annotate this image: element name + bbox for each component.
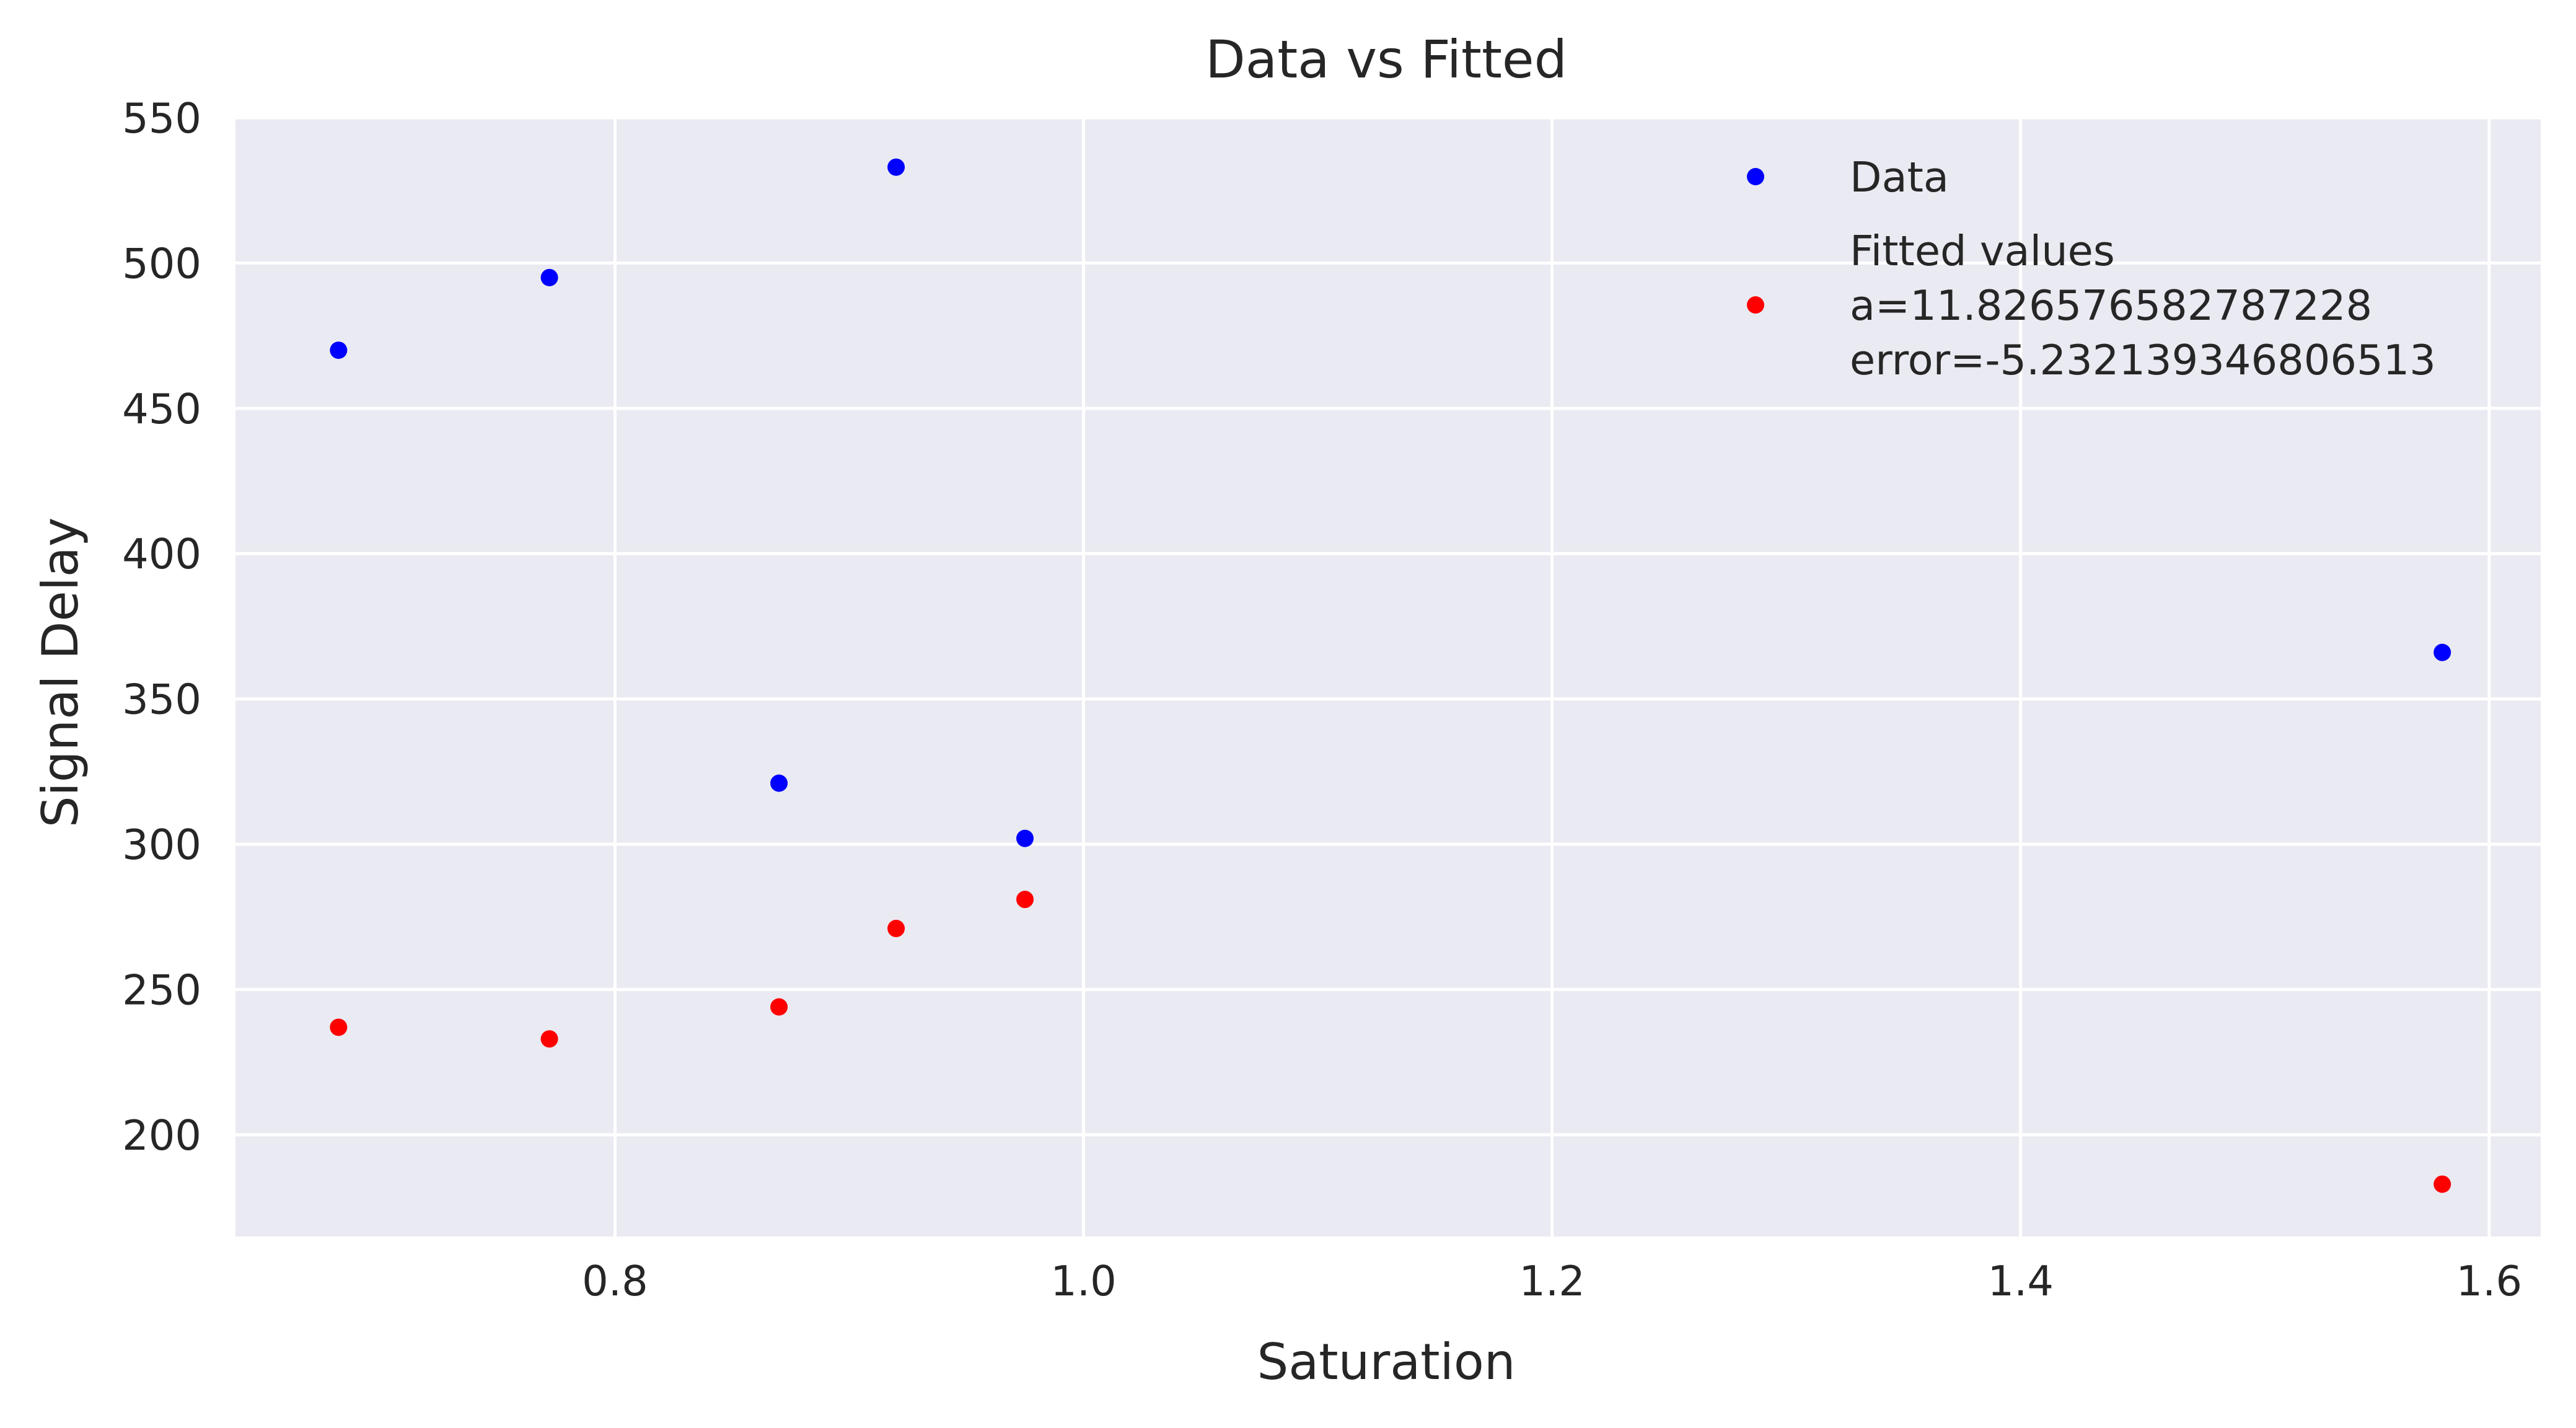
y-tick-label: 250 — [122, 966, 201, 1014]
y-tick-label: 400 — [122, 530, 201, 578]
data-point — [2433, 643, 2451, 661]
x-tick-label: 1.4 — [1987, 1257, 2054, 1305]
x-tick-label: 1.2 — [1519, 1257, 1585, 1305]
legend-label: Fitted values — [1850, 227, 2115, 275]
data-point — [540, 268, 558, 286]
y-axis-label: Signal Delay — [32, 518, 89, 828]
y-tick-label: 300 — [122, 821, 201, 869]
y-tick-label: 450 — [122, 385, 201, 433]
data-point — [770, 774, 788, 792]
y-tick-label: 500 — [122, 239, 201, 288]
data-points — [330, 158, 2451, 1193]
x-tick-label: 1.0 — [1050, 1257, 1117, 1305]
grid — [235, 116, 2541, 1236]
fitted-point — [540, 1030, 558, 1048]
data-point — [330, 342, 348, 359]
data-point — [1016, 829, 1034, 847]
x-axis-ticks: 0.8 1.0 1.2 1.4 1.6 — [582, 1257, 2522, 1305]
x-axis-label: Saturation — [1257, 1333, 1515, 1391]
fitted-point — [2433, 1175, 2451, 1193]
legend-label: error=-5.232139346806513 — [1850, 336, 2436, 384]
y-tick-label: 200 — [122, 1111, 201, 1160]
fitted-point — [770, 998, 788, 1016]
legend: Data Fitted values a=11.826576582787228 e… — [1747, 153, 2436, 384]
data-point — [887, 158, 905, 176]
plot-area — [235, 118, 2541, 1236]
x-tick-label: 0.8 — [582, 1257, 648, 1305]
legend-label: Data — [1850, 153, 1949, 201]
y-tick-label: 550 — [122, 94, 201, 143]
y-tick-label: 350 — [122, 676, 201, 724]
legend-marker — [1747, 168, 1764, 185]
chart-title: Data vs Fitted — [1205, 29, 1567, 90]
fitted-point — [887, 920, 905, 938]
legend-marker — [1747, 296, 1764, 314]
x-tick-label: 1.6 — [2456, 1257, 2523, 1305]
fitted-point — [1016, 891, 1034, 909]
legend-label: a=11.826576582787228 — [1850, 281, 2372, 330]
y-axis-ticks: 200 250 300 350 400 450 500 550 — [122, 94, 201, 1160]
fitted-point — [330, 1018, 348, 1036]
